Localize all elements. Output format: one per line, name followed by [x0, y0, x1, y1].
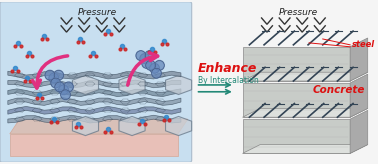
Circle shape [49, 73, 59, 83]
Polygon shape [8, 106, 181, 114]
Circle shape [60, 90, 70, 100]
Circle shape [51, 78, 60, 88]
Text: Enhance: Enhance [198, 62, 257, 75]
Circle shape [142, 59, 152, 68]
Circle shape [45, 70, 55, 80]
Polygon shape [243, 119, 350, 153]
Polygon shape [350, 110, 368, 153]
Circle shape [54, 70, 64, 80]
Polygon shape [73, 116, 99, 136]
Polygon shape [8, 80, 181, 88]
Circle shape [64, 82, 73, 92]
Polygon shape [73, 75, 99, 94]
Text: Concrete: Concrete [313, 85, 365, 95]
FancyBboxPatch shape [0, 2, 192, 162]
Polygon shape [243, 145, 368, 153]
Circle shape [146, 61, 155, 70]
Polygon shape [8, 71, 181, 79]
Circle shape [55, 82, 65, 92]
Polygon shape [243, 72, 368, 81]
Polygon shape [350, 38, 368, 81]
Polygon shape [10, 134, 178, 156]
Polygon shape [243, 108, 368, 117]
Circle shape [150, 63, 160, 73]
Polygon shape [243, 47, 350, 81]
Text: By Intercalation: By Intercalation [198, 76, 258, 85]
Circle shape [136, 51, 146, 61]
Polygon shape [350, 74, 368, 117]
Text: steel: steel [352, 40, 375, 49]
Polygon shape [8, 115, 181, 123]
Circle shape [155, 61, 164, 70]
Polygon shape [119, 75, 145, 94]
Circle shape [145, 51, 155, 61]
Text: Pressure: Pressure [279, 8, 318, 17]
Polygon shape [8, 98, 181, 105]
Polygon shape [8, 89, 181, 97]
Circle shape [140, 54, 150, 63]
Polygon shape [10, 119, 188, 134]
Polygon shape [166, 75, 192, 94]
Polygon shape [243, 83, 350, 117]
Circle shape [152, 68, 161, 78]
Circle shape [59, 85, 68, 95]
Polygon shape [119, 116, 145, 136]
Text: Pressure: Pressure [78, 8, 117, 17]
Polygon shape [166, 116, 192, 136]
